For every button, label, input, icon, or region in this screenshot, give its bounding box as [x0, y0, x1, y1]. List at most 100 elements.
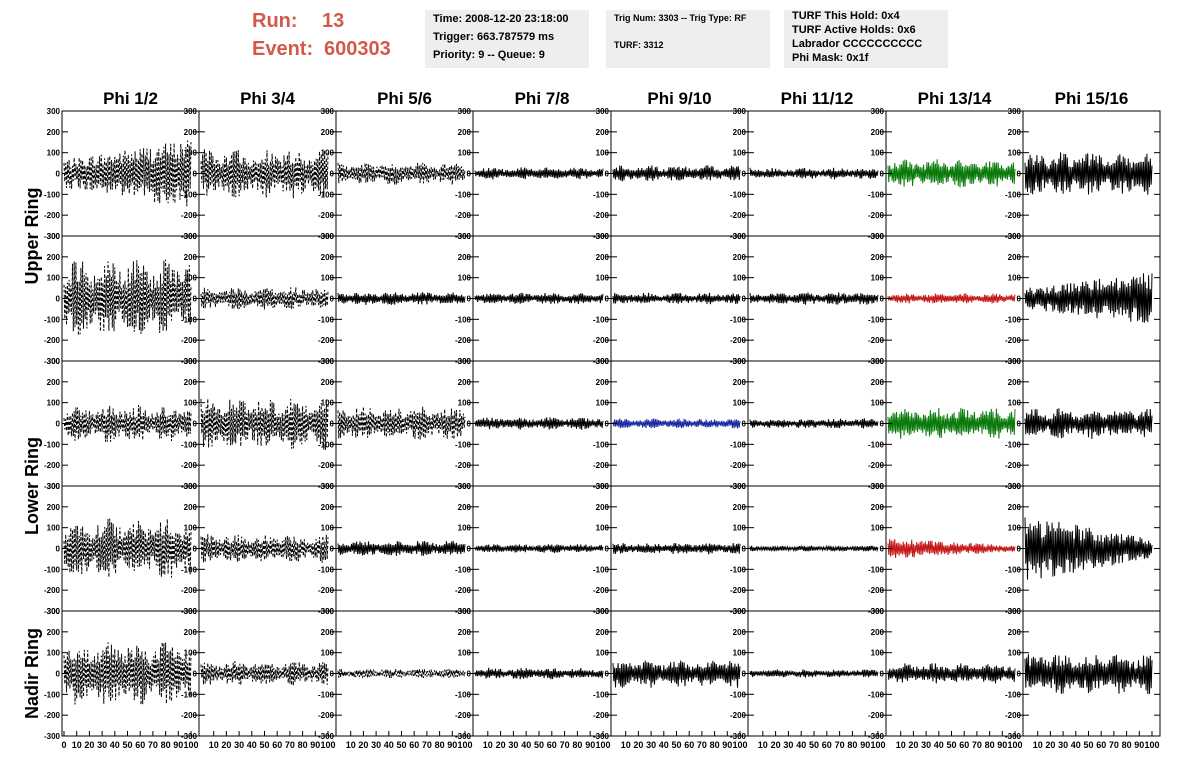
y-tick-label: 0 [330, 670, 335, 679]
y-tick-label: 0 [330, 295, 335, 304]
x-tick-label: 20 [221, 740, 231, 750]
y-tick-label: 0 [330, 170, 335, 179]
x-tick-label: 40 [934, 740, 944, 750]
waveform-trace [612, 418, 741, 429]
y-tick-label: 0 [330, 545, 335, 554]
y-tick-label: 100 [321, 524, 335, 533]
y-tick-label: -100 [593, 440, 610, 449]
y-tick-label: -100 [593, 190, 610, 199]
y-tick-label: 100 [871, 399, 885, 408]
y-tick-label: 0 [605, 545, 610, 554]
x-tick-label: 60 [959, 740, 969, 750]
y-tick-label: 200 [458, 628, 472, 637]
y-tick-label: 200 [47, 253, 61, 262]
labrador-text: Labrador CCCCCCCCCC [792, 38, 923, 50]
x-tick-label: 100 [1144, 740, 1159, 750]
y-tick-label: -200 [1005, 336, 1022, 345]
y-tick-label: -100 [318, 315, 335, 324]
y-tick-label: -300 [44, 482, 61, 491]
x-tick-label: 100 [320, 740, 335, 750]
y-tick-label: -200 [730, 586, 747, 595]
y-tick-label: 300 [321, 357, 335, 366]
y-tick-label: 0 [1017, 670, 1022, 679]
x-tick-label: 20 [84, 740, 94, 750]
y-tick-label: -100 [1005, 190, 1022, 199]
waveform-trace [1024, 152, 1153, 195]
turf-text: TURF: 3312 [614, 40, 664, 50]
waveform-trace [337, 162, 466, 185]
y-tick-label: 300 [184, 232, 198, 241]
y-tick-label: 300 [184, 107, 198, 116]
y-tick-label: -100 [181, 190, 198, 199]
x-tick-label: 30 [508, 740, 518, 750]
x-tick-label: 70 [972, 740, 982, 750]
y-tick-label: 100 [871, 649, 885, 658]
y-tick-label: 100 [321, 274, 335, 283]
y-tick-label: 300 [47, 357, 61, 366]
y-tick-label: -200 [181, 711, 198, 720]
waveform-trace [749, 292, 879, 305]
event-value: 600303 [324, 38, 391, 60]
x-tick-label: 50 [259, 740, 269, 750]
x-tick-label: 20 [633, 740, 643, 750]
y-tick-label: -100 [318, 565, 335, 574]
x-tick-label: 60 [684, 740, 694, 750]
waveform-trace [887, 538, 1016, 559]
y-tick-label: 0 [605, 170, 610, 179]
y-tick-label: -200 [868, 336, 885, 345]
x-tick-label: 80 [710, 740, 720, 750]
y-tick-label: 100 [871, 149, 885, 158]
x-tick-label: 50 [946, 740, 956, 750]
x-tick-label: 70 [560, 740, 570, 750]
y-tick-label: 200 [871, 378, 885, 387]
x-tick-label: 40 [659, 740, 669, 750]
column-header: Phi 15/16 [1055, 89, 1129, 108]
x-tick-label: 30 [97, 740, 107, 750]
x-tick-label: 100 [1007, 740, 1022, 750]
y-tick-label: 100 [47, 649, 61, 658]
y-tick-label: -300 [868, 732, 885, 741]
y-tick-label: -300 [1005, 732, 1022, 741]
waveform-trace [63, 140, 192, 207]
y-tick-label: 300 [47, 232, 61, 241]
time-text: Time: 2008-12-20 23:18:00 [433, 13, 569, 25]
panel-frame [198, 360, 337, 487]
y-tick-label: 300 [871, 482, 885, 491]
y-tick-label: 300 [458, 357, 472, 366]
y-tick-label: 300 [321, 232, 335, 241]
column-header: Phi 5/6 [377, 89, 432, 108]
waveform-trace [887, 159, 1016, 188]
y-tick-label: 200 [458, 503, 472, 512]
x-tick-label: 90 [173, 740, 183, 750]
y-tick-label: -200 [730, 336, 747, 345]
ring-label: Nadir Ring [22, 628, 42, 719]
y-tick-label: 100 [733, 524, 747, 533]
y-tick-label: 300 [321, 482, 335, 491]
y-tick-label: -200 [318, 336, 335, 345]
y-tick-label: 0 [193, 420, 198, 429]
y-tick-label: -100 [455, 190, 472, 199]
x-tick-label: 70 [422, 740, 432, 750]
x-tick-label: 80 [161, 740, 171, 750]
y-tick-label: -100 [44, 690, 61, 699]
y-tick-label: 0 [467, 545, 472, 554]
x-tick-label: 70 [697, 740, 707, 750]
x-tick-label: 10 [896, 740, 906, 750]
y-tick-label: 100 [733, 274, 747, 283]
x-tick-label: 30 [1058, 740, 1068, 750]
waveform-trace [612, 543, 741, 555]
x-tick-label: 80 [1122, 740, 1132, 750]
y-tick-label: -300 [44, 732, 61, 741]
waveform-trace [612, 165, 741, 182]
y-tick-label: -200 [1005, 711, 1022, 720]
y-tick-label: -100 [1005, 690, 1022, 699]
y-tick-label: 200 [596, 503, 610, 512]
y-tick-label: -300 [44, 232, 61, 241]
y-tick-label: 100 [458, 649, 472, 658]
y-tick-label: -200 [593, 461, 610, 470]
x-tick-label: 10 [621, 740, 631, 750]
y-tick-label: -100 [868, 690, 885, 699]
y-tick-label: 300 [184, 357, 198, 366]
y-tick-label: 100 [321, 399, 335, 408]
y-tick-label: -200 [1005, 461, 1022, 470]
